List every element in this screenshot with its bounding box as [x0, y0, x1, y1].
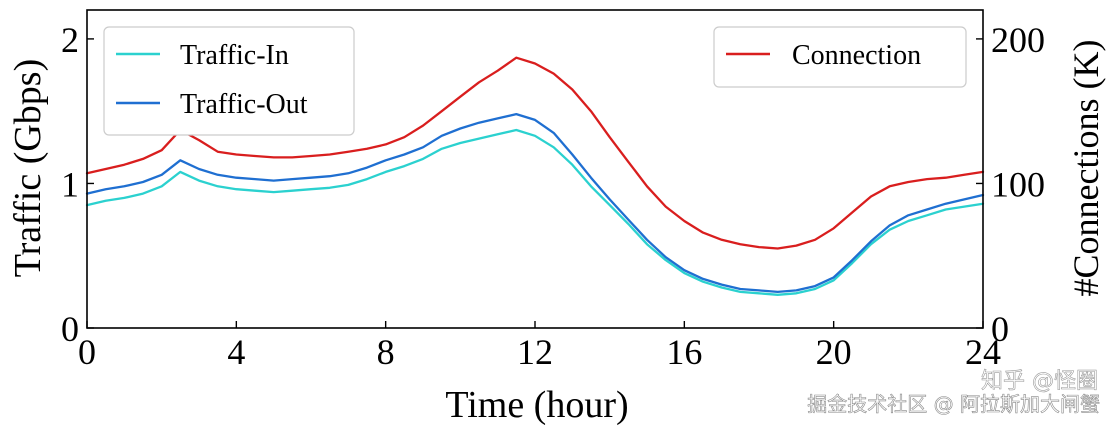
- legend-traffic-in-label: Traffic-In: [180, 40, 289, 71]
- watermark-line-2: 掘金技术社区 @ 阿拉斯加大闸蟹: [807, 392, 1100, 416]
- x-tick-label: 20: [816, 332, 852, 372]
- watermark-line-1: 知乎 @怪圈: [981, 369, 1098, 394]
- y-tick-label-left: 1: [61, 164, 79, 204]
- plot-frame: [86, 9, 984, 329]
- x-tick-label: 4: [227, 332, 245, 372]
- legend-right-box: [713, 26, 967, 88]
- x-axis-label: Time (hour): [445, 384, 628, 426]
- legend-left: Traffic-In Traffic-Out: [103, 26, 355, 136]
- series-layer: [85, 56, 985, 296]
- legend-right: Connection: [713, 26, 967, 88]
- series-line-traffic-in: [85, 128, 985, 296]
- y-axis-label-right: #Connections (K): [1066, 40, 1106, 297]
- series-line-connection: [85, 56, 985, 250]
- y-axis-label-left: Traffic (Gbps): [7, 59, 49, 277]
- y-tick-label-left: 0: [61, 309, 79, 349]
- series-line-traffic-out: [85, 112, 985, 294]
- x-tick-label: 8: [377, 332, 395, 372]
- legend-connection-label: Connection: [792, 40, 921, 71]
- x-tick-label: 0: [78, 332, 96, 372]
- x-tick-label: 24: [965, 332, 1001, 372]
- y-tick-label-right: 200: [991, 20, 1045, 60]
- x-tick-label: 12: [517, 332, 553, 372]
- legend-left-box: [103, 26, 355, 136]
- y-tick-label-right: 0: [991, 309, 1009, 349]
- y-tick-label-left: 2: [61, 20, 79, 60]
- x-tick-label: 16: [666, 332, 702, 372]
- y-tick-label-right: 100: [991, 164, 1045, 204]
- legend-traffic-out-label: Traffic-Out: [180, 89, 308, 120]
